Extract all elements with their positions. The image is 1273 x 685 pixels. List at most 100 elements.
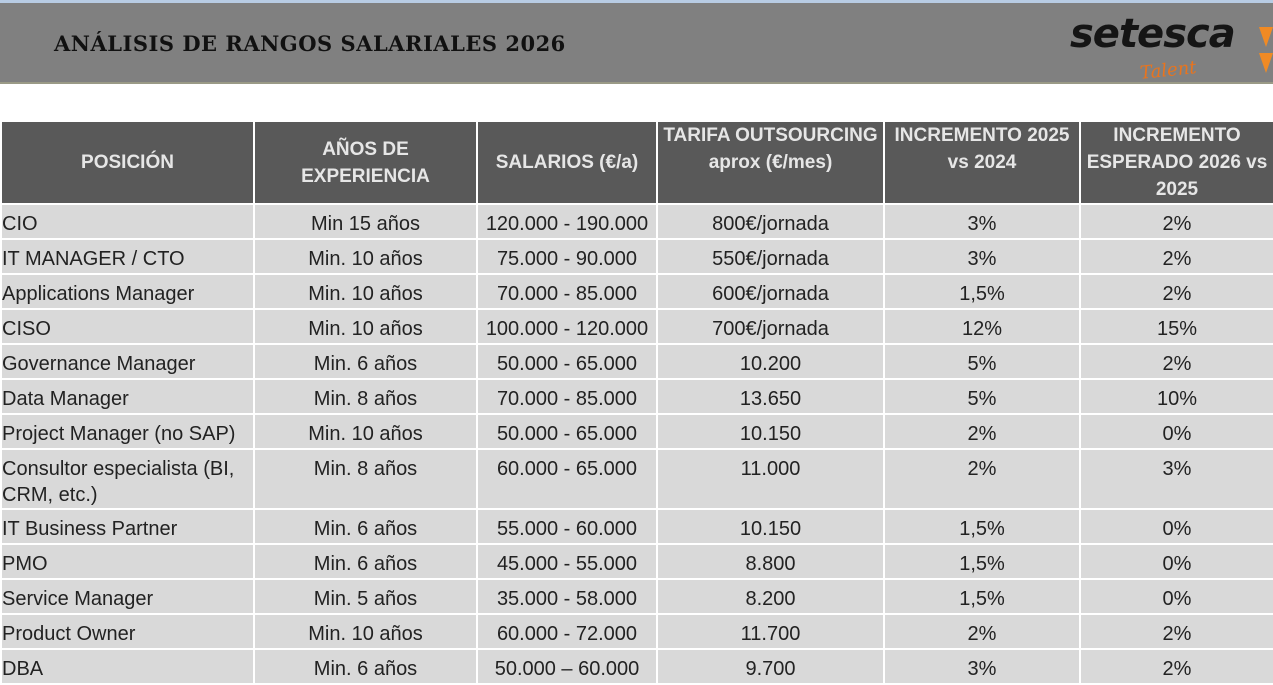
table-cell: Min. 6 años	[253, 543, 478, 580]
column-header: SALARIOS (€/a)	[476, 122, 658, 205]
table-cell: 50.000 - 65.000	[476, 413, 658, 450]
table-cell: IT MANAGER / CTO	[0, 238, 255, 275]
header-row: POSICIÓN AÑOS DE EXPERIENCIA SALARIOS (€/a…	[0, 122, 1273, 205]
table-cell: 3%	[883, 238, 1081, 275]
table-row: Consultor especialista (BI, CRM, etc.) Mi…	[0, 448, 1273, 510]
table-cell: 0%	[1079, 508, 1273, 545]
table-cell: 10.150	[656, 413, 885, 450]
table-cell: 13.650	[656, 378, 885, 415]
table-cell: 5%	[883, 343, 1081, 380]
table-row: Service Manager Min. 5 años 35.000 - 58.00…	[0, 578, 1273, 615]
table-cell: 70.000 - 85.000	[476, 273, 658, 310]
table-cell: 0%	[1079, 578, 1273, 615]
table-row: Project Manager (no SAP) Min. 10 años 50.0…	[0, 413, 1273, 450]
table-cell: 3%	[1079, 448, 1273, 510]
table-cell: 3%	[883, 648, 1081, 685]
table-cell: Min. 10 años	[253, 273, 478, 310]
table-cell: 2%	[1079, 238, 1273, 275]
table-cell: Min 15 años	[253, 203, 478, 240]
table-cell: 8.800	[656, 543, 885, 580]
table-row: IT MANAGER / CTO Min. 10 años 75.000 - 90.…	[0, 238, 1273, 275]
table-cell: Min. 6 años	[253, 648, 478, 685]
table-cell: Governance Manager	[0, 343, 255, 380]
column-header: INCREMENTO 2025 vs 2024	[883, 122, 1081, 205]
table-row: PMO Min. 6 años 45.000 - 55.000 8.800 1,5% 0%	[0, 543, 1273, 580]
logo-triangle-icon	[1259, 27, 1273, 47]
table-row: CISO Min. 10 años 100.000 - 120.000 700€/jo…	[0, 308, 1273, 345]
talent-logo-text: Talent	[1139, 57, 1198, 84]
table-cell: Min. 10 años	[253, 308, 478, 345]
table-row: Applications Manager Min. 10 años 70.000 -…	[0, 273, 1273, 310]
table-cell: 60.000 - 65.000	[476, 448, 658, 510]
table-row: IT Business Partner Min. 6 años 55.000 - 6…	[0, 508, 1273, 545]
table-cell: 10.200	[656, 343, 885, 380]
table-cell: Project Manager (no SAP)	[0, 413, 255, 450]
table-cell: 2%	[883, 413, 1081, 450]
table-cell: 100.000 - 120.000	[476, 308, 658, 345]
table-cell: Service Manager	[0, 578, 255, 615]
table-cell: Applications Manager	[0, 273, 255, 310]
table-cell: 10.150	[656, 508, 885, 545]
table-cell: 600€/jornada	[656, 273, 885, 310]
table-cell: 75.000 - 90.000	[476, 238, 658, 275]
table-cell: Product Owner	[0, 613, 255, 650]
table-row: Governance Manager Min. 6 años 50.000 - 65…	[0, 343, 1273, 380]
table-cell: 1,5%	[883, 543, 1081, 580]
table-cell: 0%	[1079, 543, 1273, 580]
table-cell: Min. 10 años	[253, 413, 478, 450]
table-cell: 8.200	[656, 578, 885, 615]
table-cell: Min. 5 años	[253, 578, 478, 615]
table-cell: 15%	[1079, 308, 1273, 345]
page-title: ANÁLISIS DE RANGOS SALARIALES 2026	[54, 31, 566, 56]
table-cell: PMO	[0, 543, 255, 580]
table-cell: 120.000 - 190.000	[476, 203, 658, 240]
table-cell: 1,5%	[883, 273, 1081, 310]
table-cell: 9.700	[656, 648, 885, 685]
table-cell: Min. 10 años	[253, 238, 478, 275]
table-cell: Min. 6 años	[253, 343, 478, 380]
table-cell: 5%	[883, 378, 1081, 415]
table-cell: 2%	[1079, 343, 1273, 380]
logo-triangle-icon	[1259, 53, 1273, 73]
table-cell: 10%	[1079, 378, 1273, 415]
table-cell: Min. 8 años	[253, 378, 478, 415]
table-cell: 0%	[1079, 413, 1273, 450]
table-cell: IT Business Partner	[0, 508, 255, 545]
table-row: CIO Min 15 años 120.000 - 190.000 800€/jorn…	[0, 203, 1273, 240]
table-cell: 1,5%	[883, 508, 1081, 545]
table-cell: 11.700	[656, 613, 885, 650]
table-cell: 700€/jornada	[656, 308, 885, 345]
table-cell: Consultor especialista (BI, CRM, etc.)	[0, 448, 255, 510]
table-cell: 2%	[1079, 273, 1273, 310]
table-cell: Min. 10 años	[253, 613, 478, 650]
title-bar: ANÁLISIS DE RANGOS SALARIALES 2026 setes…	[0, 0, 1273, 84]
table-cell: 50.000 – 60.000	[476, 648, 658, 685]
table-cell: 2%	[883, 448, 1081, 510]
table-cell: Min. 6 años	[253, 508, 478, 545]
table-cell: 70.000 - 85.000	[476, 378, 658, 415]
table-cell: 550€/jornada	[656, 238, 885, 275]
table-cell: 2%	[1079, 613, 1273, 650]
column-header: INCREMENTO ESPERADO 2026 vs 2025	[1079, 122, 1273, 205]
table-cell: Min. 8 años	[253, 448, 478, 510]
table-cell: CISO	[0, 308, 255, 345]
column-header: AÑOS DE EXPERIENCIA	[253, 122, 478, 205]
table-cell: 2%	[883, 613, 1081, 650]
table-cell: CIO	[0, 203, 255, 240]
table-row: Product Owner Min. 10 años 60.000 - 72.000…	[0, 613, 1273, 650]
table-cell: 45.000 - 55.000	[476, 543, 658, 580]
table-cell: 1,5%	[883, 578, 1081, 615]
table-cell: 2%	[1079, 203, 1273, 240]
table-cell: 2%	[1079, 648, 1273, 685]
table-cell: Data Manager	[0, 378, 255, 415]
salary-table: POSICIÓN AÑOS DE EXPERIENCIA SALARIOS (€/a…	[0, 122, 1273, 685]
table-cell: 50.000 - 65.000	[476, 343, 658, 380]
setesca-logo: setesca	[1070, 11, 1236, 57]
table-cell: 11.000	[656, 448, 885, 510]
table-cell: 3%	[883, 203, 1081, 240]
table-row: DBA Min. 6 años 50.000 – 60.000 9.700 3% 2%	[0, 648, 1273, 685]
table-cell: 800€/jornada	[656, 203, 885, 240]
table-cell: 12%	[883, 308, 1081, 345]
table-cell: 60.000 - 72.000	[476, 613, 658, 650]
table-cell: 35.000 - 58.000	[476, 578, 658, 615]
